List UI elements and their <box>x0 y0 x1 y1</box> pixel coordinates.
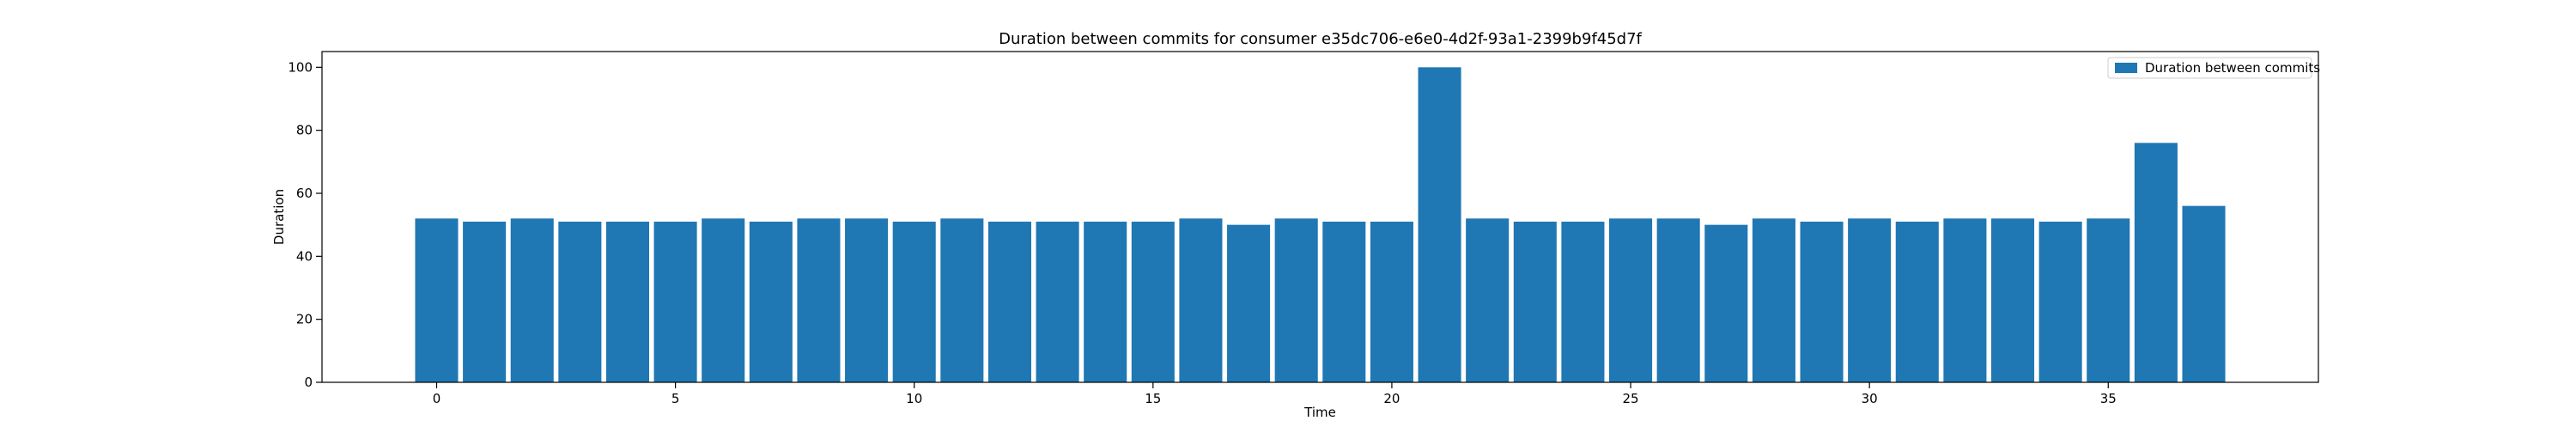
x-tick-label: 0 <box>433 391 441 406</box>
legend-label: Duration between commits <box>2145 60 2320 76</box>
bar-30 <box>1848 218 1892 382</box>
bar-23 <box>1513 222 1557 382</box>
x-tick-label: 30 <box>1862 391 1878 406</box>
x-tick-label: 20 <box>1383 391 1400 406</box>
bar-17 <box>1227 224 1271 382</box>
bar-32 <box>1943 218 1987 382</box>
bar-37 <box>2182 205 2226 382</box>
x-tick-label: 25 <box>1622 391 1638 406</box>
bar-0 <box>415 218 459 382</box>
chart-title: Duration between commits for consumer e3… <box>999 30 1642 48</box>
bar-35 <box>2087 218 2130 382</box>
x-tick-label: 15 <box>1145 391 1161 406</box>
bar-28 <box>1752 218 1795 382</box>
y-tick-label: 80 <box>296 123 313 138</box>
bar-19 <box>1322 222 1366 382</box>
bar-26 <box>1656 218 1700 382</box>
y-axis-label: Duration <box>271 189 287 245</box>
bar-12 <box>987 222 1031 382</box>
y-tick-label: 0 <box>304 375 313 390</box>
bar-9 <box>845 218 889 382</box>
plot-frame <box>321 51 2319 383</box>
bar-25 <box>1609 218 1653 382</box>
y-axis-ticks: 0 20 40 60 80 100 <box>288 59 322 390</box>
bar-34 <box>2038 222 2082 382</box>
legend-box <box>2107 57 2312 79</box>
bar-3 <box>558 222 602 382</box>
bar-16 <box>1179 218 1223 382</box>
bar-27 <box>1704 224 1748 382</box>
bar-36 <box>2134 143 2178 383</box>
bar-31 <box>1895 222 1939 382</box>
y-tick-label: 60 <box>296 186 313 201</box>
bar-11 <box>940 218 984 382</box>
bar-18 <box>1274 218 1318 382</box>
legend: Duration between commits <box>2107 57 2320 79</box>
y-tick-label: 100 <box>288 59 313 75</box>
bar-13 <box>1036 222 1079 382</box>
bar-15 <box>1131 222 1175 382</box>
bars-group <box>415 67 2226 383</box>
x-axis-label: Time <box>1303 405 1336 420</box>
x-tick-label: 35 <box>2100 391 2117 406</box>
bar-2 <box>510 218 554 382</box>
bar-6 <box>702 218 745 382</box>
bar-5 <box>653 222 697 382</box>
bar-10 <box>892 222 936 382</box>
x-tick-label: 10 <box>906 391 922 406</box>
y-tick-label: 40 <box>296 248 313 264</box>
bar-22 <box>1466 218 1510 382</box>
bar-7 <box>749 222 793 382</box>
bar-24 <box>1561 222 1605 382</box>
bar-33 <box>1990 218 2035 382</box>
y-tick-label: 20 <box>296 312 313 327</box>
bar-29 <box>1800 222 1844 382</box>
bar-4 <box>605 222 650 382</box>
bar-14 <box>1084 222 1127 382</box>
x-axis-ticks: 0 5 10 15 20 25 30 35 <box>433 382 2117 406</box>
bar-8 <box>797 218 841 382</box>
bar-21 <box>1418 67 1461 382</box>
x-tick-label: 5 <box>671 391 680 406</box>
bar-1 <box>463 222 507 382</box>
legend-swatch <box>2115 63 2137 73</box>
bar-20 <box>1370 222 1413 382</box>
